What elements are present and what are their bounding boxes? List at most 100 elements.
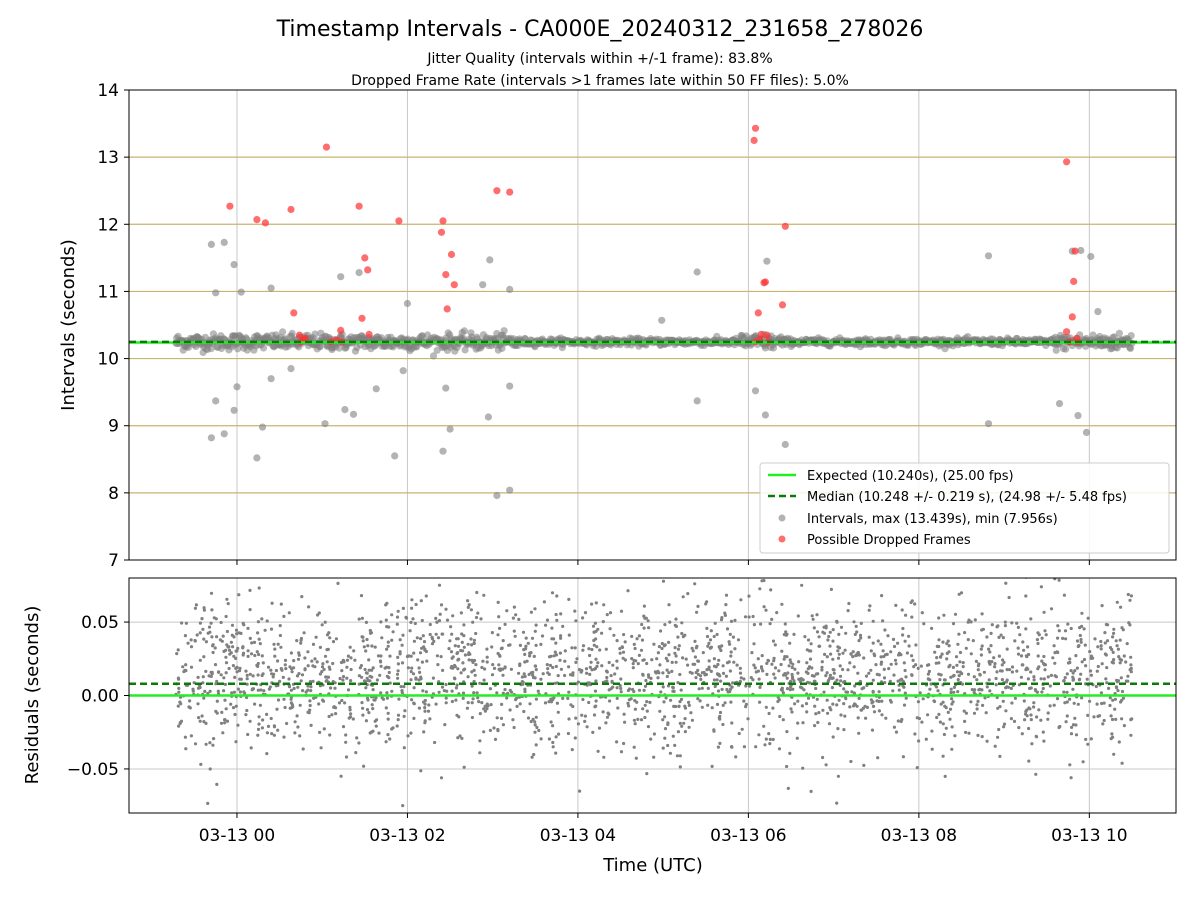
residual-point <box>937 616 941 620</box>
residual-point <box>914 663 918 667</box>
residual-point <box>927 669 932 674</box>
residual-point <box>610 679 614 684</box>
residual-point <box>857 731 861 735</box>
residual-point <box>204 669 208 674</box>
residual-point <box>948 707 953 711</box>
residual-point <box>712 657 717 661</box>
residual-point <box>202 606 206 610</box>
residual-point <box>400 689 404 693</box>
residual-point <box>720 644 724 648</box>
residual-point <box>1027 726 1031 731</box>
residual-point <box>672 689 676 694</box>
residual-point <box>877 709 882 713</box>
residual-point <box>946 639 950 643</box>
residual-point <box>852 691 857 695</box>
interval-outlier-point <box>355 269 363 277</box>
residual-point <box>318 730 322 735</box>
residual-point <box>554 641 558 645</box>
residual-point <box>561 696 565 701</box>
residual-point <box>728 690 732 694</box>
residual-point <box>824 674 828 678</box>
residual-point <box>590 602 594 606</box>
residual-point <box>589 660 593 664</box>
residual-point <box>837 652 841 656</box>
residual-point <box>979 653 984 657</box>
residual-point <box>762 605 766 609</box>
residual-point <box>950 702 954 706</box>
residual-point <box>776 699 780 704</box>
residual-point <box>526 716 531 720</box>
interval-outlier-point <box>1077 246 1085 255</box>
residual-point <box>1028 686 1032 691</box>
residual-point <box>718 741 722 746</box>
residual-point <box>938 720 943 724</box>
residual-point <box>269 627 274 631</box>
residual-point <box>231 664 235 668</box>
residual-point <box>1129 655 1133 659</box>
residual-point <box>1116 647 1120 651</box>
residual-point <box>744 684 748 688</box>
residual-point <box>817 635 821 639</box>
residual-point <box>910 673 914 677</box>
residual-point <box>445 618 450 622</box>
residual-point <box>987 659 991 664</box>
residual-point <box>913 732 917 736</box>
residual-point <box>428 622 432 627</box>
residual-point <box>1063 629 1068 633</box>
residual-point <box>1120 717 1124 721</box>
residual-point <box>497 615 501 619</box>
residual-point <box>330 713 334 717</box>
residual-point <box>592 713 597 717</box>
residual-point <box>412 716 416 721</box>
residual-point <box>210 670 214 674</box>
residual-point <box>721 722 725 727</box>
residual-point <box>716 689 721 693</box>
residual-point <box>566 731 571 736</box>
residual-point <box>659 690 663 694</box>
residual-point <box>728 632 732 637</box>
residual-point <box>396 669 400 673</box>
residual-point <box>348 645 352 649</box>
residual-point <box>450 699 454 704</box>
residual-point <box>918 691 922 695</box>
residual-point <box>593 689 598 693</box>
residual-point <box>893 658 898 662</box>
residual-point <box>299 638 303 642</box>
residual-point <box>198 621 202 625</box>
residual-point <box>428 632 432 637</box>
residual-point <box>570 748 574 752</box>
residual-point <box>476 696 480 700</box>
residual-point <box>276 728 280 732</box>
residual-point <box>1120 698 1124 702</box>
residual-point <box>642 688 646 693</box>
residual-point <box>1053 661 1057 665</box>
residual-point <box>1101 722 1105 726</box>
residual-point <box>391 630 395 634</box>
residual-point <box>232 635 236 639</box>
residual-point <box>1074 733 1079 737</box>
residual-point <box>269 716 273 721</box>
residual-point <box>780 688 784 693</box>
residual-point <box>869 649 873 653</box>
interval-outlier-point <box>506 486 514 494</box>
residual-point <box>406 734 410 738</box>
residual-point <box>248 588 252 593</box>
residual-point <box>348 705 352 709</box>
residual-point <box>806 638 811 642</box>
residual-point <box>811 617 815 621</box>
residual-point <box>733 647 737 651</box>
residual-point <box>930 729 934 733</box>
residual-point <box>738 666 742 671</box>
residual-point <box>632 658 636 663</box>
residual-point <box>1058 724 1062 729</box>
residual-point <box>470 684 474 688</box>
residual-point <box>214 617 218 621</box>
residual-point <box>385 647 389 651</box>
residual-point <box>789 707 793 711</box>
residual-point <box>225 629 229 634</box>
residual-point <box>289 651 293 655</box>
residual-point <box>531 670 535 675</box>
residual-point <box>830 686 835 690</box>
residual-point <box>227 666 231 671</box>
residual-point <box>550 626 554 630</box>
